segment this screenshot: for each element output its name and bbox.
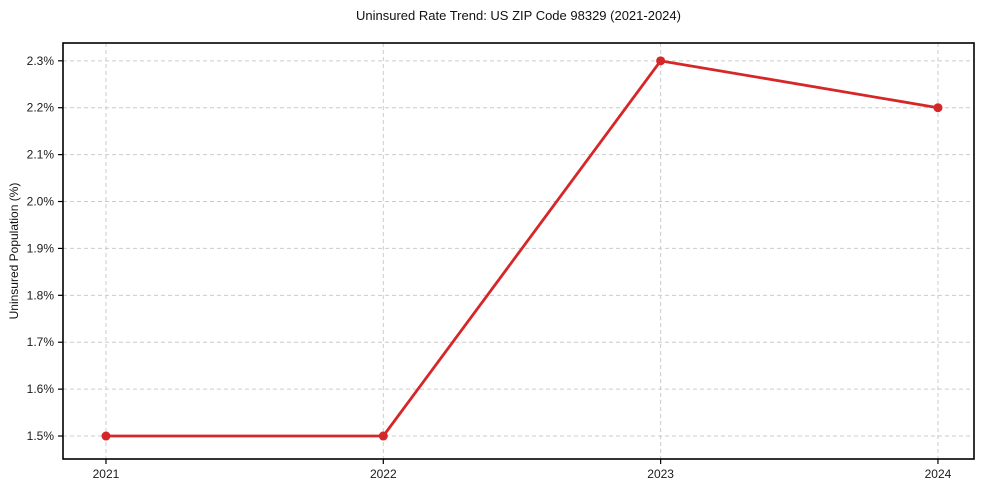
x-tick-label: 2022	[370, 467, 397, 481]
data-point	[933, 103, 943, 113]
chart-title: Uninsured Rate Trend: US ZIP Code 98329 …	[356, 8, 681, 23]
trend-line	[105, 59, 939, 438]
y-tick-label: 2.0%	[27, 195, 55, 209]
y-tick-label: 2.2%	[27, 101, 55, 115]
y-tick-label: 1.7%	[27, 335, 55, 349]
plot-border	[62, 42, 975, 460]
data-point	[101, 431, 111, 441]
data-point	[378, 431, 388, 441]
y-tick-label: 1.6%	[27, 382, 55, 396]
x-tick-label: 2021	[93, 467, 120, 481]
x-tick-label: 2024	[925, 467, 952, 481]
data-point	[656, 56, 666, 66]
y-tick-label: 1.5%	[27, 429, 55, 443]
x-tick-label: 2023	[647, 467, 674, 481]
y-tick-label: 1.8%	[27, 288, 55, 302]
y-tick-label: 2.1%	[27, 148, 55, 162]
y-tick-label: 1.9%	[27, 241, 55, 255]
y-tick-label: 2.3%	[27, 54, 55, 68]
